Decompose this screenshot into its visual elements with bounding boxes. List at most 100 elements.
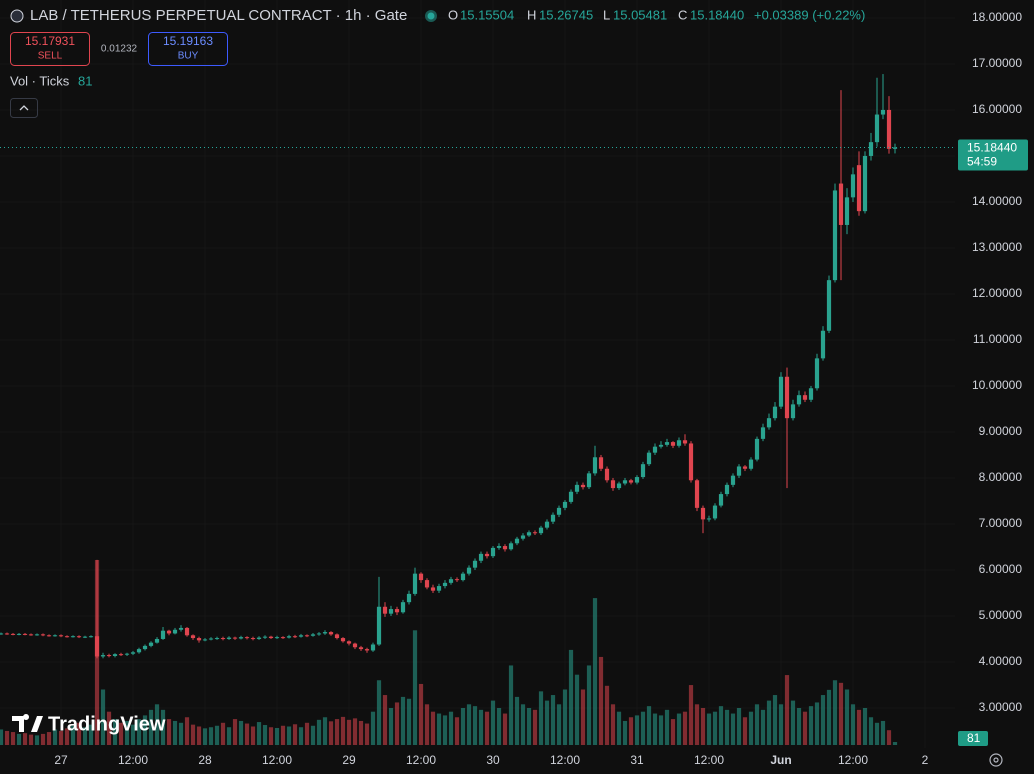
- candle-body: [646, 452, 652, 465]
- candle-body: [292, 636, 298, 638]
- candle-body: [688, 443, 694, 481]
- buy-label[interactable]: BUY: [178, 51, 199, 62]
- y-tick-label: 12.00000: [972, 286, 1022, 300]
- candle-body: [892, 147, 898, 149]
- candle-body: [118, 654, 124, 656]
- candle-body: [238, 637, 244, 639]
- volume-bar: [286, 726, 292, 745]
- volume-bar: [340, 716, 346, 745]
- volume-bar: [694, 704, 700, 745]
- candle-body: [406, 593, 412, 603]
- candle-body: [808, 388, 814, 400]
- y-tick-label: 5.00000: [979, 608, 1023, 622]
- volume-bar: [436, 713, 442, 745]
- candle-body: [196, 638, 202, 641]
- candle-body: [322, 632, 328, 634]
- candle-body: [430, 587, 436, 591]
- settings-icon-core[interactable]: [993, 757, 999, 763]
- volume-bar: [892, 742, 898, 745]
- volume-bar: [562, 689, 568, 745]
- sell-box[interactable]: [10, 32, 90, 66]
- volume-bar: [106, 711, 112, 745]
- buy-box[interactable]: [148, 32, 228, 66]
- candle-body: [346, 641, 352, 644]
- volume-bar: [328, 721, 334, 745]
- volume-bar: [208, 727, 214, 745]
- candle-body: [454, 579, 460, 581]
- volume-bar: [160, 709, 166, 745]
- volume-bar: [64, 728, 70, 745]
- candle-body: [502, 546, 508, 550]
- volume-bar: [430, 711, 436, 745]
- volume-bar: [706, 713, 712, 745]
- volume-legend-value: 81: [78, 73, 92, 88]
- volume-bar: [772, 695, 778, 745]
- volume-bar: [712, 711, 718, 745]
- volume-bar: [538, 691, 544, 745]
- volume-bar: [520, 704, 526, 745]
- candle-body: [382, 606, 388, 614]
- buy-button[interactable]: 15.19163 BUY: [148, 32, 228, 66]
- candle-body: [490, 547, 496, 557]
- volume-bar: [52, 729, 58, 745]
- candle-body: [124, 653, 130, 655]
- y-tick-label: 6.00000: [979, 562, 1023, 576]
- x-tick-label: 30: [486, 753, 500, 767]
- volume-bar: [874, 722, 880, 745]
- volume-bar: [148, 709, 154, 745]
- candle-body: [130, 652, 136, 654]
- candle-body: [784, 376, 790, 419]
- candle-body: [154, 638, 160, 643]
- sell-button[interactable]: 15.17931 SELL: [10, 32, 90, 66]
- volume-bar: [82, 727, 88, 745]
- volume-bar: [736, 708, 742, 745]
- ohlc-value: 15.05481: [613, 7, 667, 22]
- volume-bar: [124, 720, 130, 745]
- volume-bar: [664, 709, 670, 745]
- volume-bar: [442, 715, 448, 745]
- y-tick-label: 11.00000: [973, 332, 1022, 346]
- volume-bar: [88, 724, 94, 745]
- candle-body: [550, 514, 556, 522]
- volume-bar: [214, 725, 220, 745]
- candle-body: [250, 638, 256, 640]
- candle-body: [280, 637, 286, 639]
- buy-price[interactable]: 15.19163: [163, 34, 213, 48]
- candle-body: [28, 634, 34, 636]
- collapse-button[interactable]: [10, 98, 38, 118]
- volume-bar: [850, 704, 856, 745]
- candle-body: [358, 647, 364, 650]
- candle-body: [586, 473, 592, 488]
- candle-body: [190, 635, 196, 639]
- sell-price[interactable]: 15.17931: [25, 34, 75, 48]
- volume-bar: [784, 675, 790, 745]
- candle-body: [160, 630, 166, 639]
- volume-bar: [250, 726, 256, 745]
- x-tick-label: 12:00: [262, 753, 292, 767]
- volume-bar: [496, 708, 502, 745]
- y-tick-label: 9.00000: [979, 424, 1023, 438]
- collapse-box[interactable]: [10, 98, 38, 118]
- volume-bar: [454, 717, 460, 745]
- chevron-up[interactable]: [19, 105, 29, 111]
- volume-bar: [268, 727, 274, 745]
- y-tick-label: 16.00000: [972, 102, 1022, 116]
- volume-bar: [526, 708, 532, 745]
- candle-body: [790, 404, 796, 419]
- volume-bar: [304, 722, 310, 745]
- volume-bar: [658, 715, 664, 745]
- volume-bar: [592, 598, 598, 745]
- settings-icon[interactable]: [989, 753, 1003, 767]
- candle-body: [388, 609, 394, 614]
- volume-bar: [814, 702, 820, 745]
- candle-body: [436, 586, 442, 591]
- ohlc-legend: O 15.15504 H 15.26745 L 15.05481 C 15.18440: [448, 7, 744, 22]
- candle-body: [754, 438, 760, 460]
- candle-body: [316, 633, 322, 635]
- volume-bar: [76, 722, 82, 745]
- last-price-label: 15.18440: [967, 141, 1017, 155]
- countdown: 54:59: [967, 155, 997, 169]
- sell-label[interactable]: SELL: [38, 51, 63, 62]
- candle-body: [112, 654, 118, 656]
